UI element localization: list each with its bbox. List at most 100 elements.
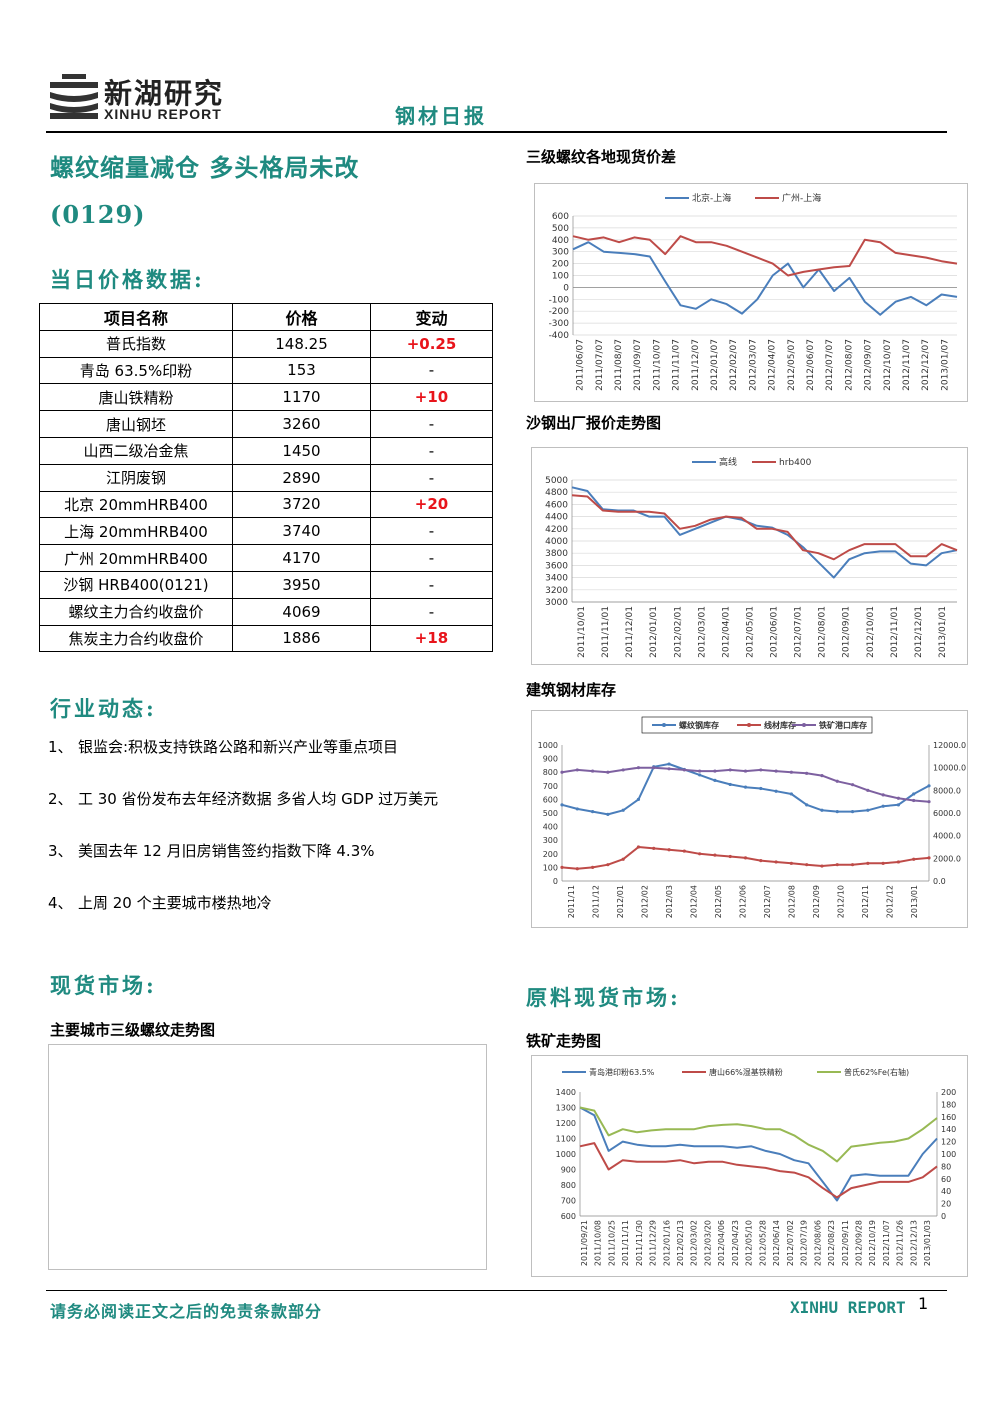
data-point [789,792,793,796]
y-tick-label: 500 [543,809,558,818]
y2-tick-label: 60 [941,1175,951,1184]
data-point [698,773,702,777]
item-price: 4069 [232,597,371,626]
table-row: 唐山铁精粉 1170 +10 [39,383,493,412]
data-point [774,769,778,773]
table-row: 山西二级冶金焦 1450- [39,436,493,465]
table-row: 焦炭主力合约收盘价 1886 +18 [39,624,493,653]
news-text: 银监会:积极支持铁路公路和新兴产业等重点项目 [78,738,399,756]
footer-brand: XINHU REPORT [790,1298,906,1317]
item-name: 唐山铁精粉 [39,383,233,412]
series-line [572,241,958,316]
table-row: 螺纹主力合约收盘价 4069- [39,597,493,626]
data-point [713,778,717,782]
news-text: 美国去年 12 月旧房销售签约指数下降 4.3% [78,842,375,860]
y-tick-label: 600 [543,795,558,804]
x-tick-label: 2012/03/07 [748,339,758,391]
y-tick-label: 700 [543,782,558,791]
data-point [743,769,748,773]
item-name: 唐山钢坯 [39,410,233,438]
data-point [590,865,595,869]
x-tick-label: 2011/08/07 [614,339,624,391]
x-tick-label: 2012/02/13 [676,1220,685,1266]
data-point [774,789,778,793]
news-num: 4、 [48,894,73,912]
x-tick-label: 2012/01/16 [662,1220,671,1266]
data-point [774,860,778,864]
x-tick-label: 2012/11 [861,885,870,918]
y-tick-label: 900 [561,1166,576,1175]
news-text: 工 30 省份发布去年经济数据 多省人均 GDP 过万美元 [78,790,439,808]
series-line [572,235,958,277]
x-tick-label: 2011/11/07 [672,339,682,391]
data-point [728,782,732,787]
data-point [927,856,931,860]
data-point [636,797,641,801]
data-point [896,803,901,807]
x-tick-label: 2012/09 [812,885,821,918]
news-num: 1、 [48,738,73,756]
x-tick-label: 2012/05/07 [787,339,797,391]
data-point [835,810,839,814]
table-row: 广州 20mmHRB400 4170- [39,544,493,572]
y-tick-label: 1000 [556,1150,576,1159]
series-line [579,1106,938,1163]
y-tick-label: 1300 [556,1104,576,1113]
data-point [621,857,625,861]
x-tick-label: 2011/07/07 [595,339,605,391]
footer-disclaimer: 请务必阅读正文之后的免责条款部分 [50,1302,323,1321]
y2-tick-label: 40 [941,1187,951,1196]
x-tick-label: 2012/11/26 [896,1220,905,1266]
data-point [759,768,763,772]
data-point [590,769,595,773]
x-tick-label: 2012/05/10 [745,1220,754,1266]
x-tick-label: 2011/11/11 [621,1220,630,1266]
y-tick-label: 700 [561,1197,576,1206]
item-price: 3740 [232,517,371,546]
table-row: 唐山钢坯 3260- [39,410,493,438]
x-tick-label: 2012/06/01 [770,606,780,658]
legend-label: 铁矿港口库存 [819,720,867,730]
data-point [820,808,824,812]
item-price: 153 [232,356,371,385]
y-tick-label: 5000 [545,476,568,486]
x-tick-label: 2012/06 [739,885,748,918]
x-tick-label: 2012/03/20 [703,1220,712,1266]
legend-marker [662,723,666,727]
y-tick-label: 200 [552,260,569,270]
y2-tick-label: 0 [941,1212,946,1221]
price-table: 项目名称 价格 变动 普氏指数 148.25 +0.25 青岛 63.5%印粉 153-… [39,303,493,653]
data-point [606,812,610,816]
y-tick-label: 200 [543,850,558,859]
x-tick-label: 2012/02 [641,885,650,918]
y2-tick-label: 100 [941,1150,956,1159]
x-tick-label: 2011/10/07 [652,339,662,391]
x-tick-label: 2012/03/02 [690,1220,699,1266]
item-change: - [370,597,493,626]
item-price: 1886 [232,624,371,653]
data-point [835,863,839,867]
item-name: 江阴废钢 [39,463,233,492]
logo-mark-icon [50,74,98,119]
data-point [866,861,870,865]
data-point [850,810,855,814]
y-tick-label: 300 [552,248,569,258]
x-tick-label: 2012/11/01 [890,606,900,658]
x-tick-label: 2012/08/23 [827,1220,836,1266]
data-point [652,766,656,770]
x-tick-label: 2012/08 [787,885,796,918]
data-point [560,803,564,807]
data-point [820,774,824,778]
x-tick-label: 2012/01/07 [710,339,720,391]
news-num: 2、 [48,790,73,808]
page-title-date: (0129) [50,200,146,229]
data-point [652,846,656,850]
item-change: - [370,410,493,438]
data-point [713,853,717,857]
legend-label: hrb400 [779,458,812,468]
table-row: 北京 20mmHRB400 3720 +20 [39,490,493,519]
data-point [590,810,595,814]
legend-label: 青岛港印粉63.5% [589,1067,655,1077]
price-heading: 当日价格数据: [50,267,205,292]
item-price: 1170 [232,383,371,412]
